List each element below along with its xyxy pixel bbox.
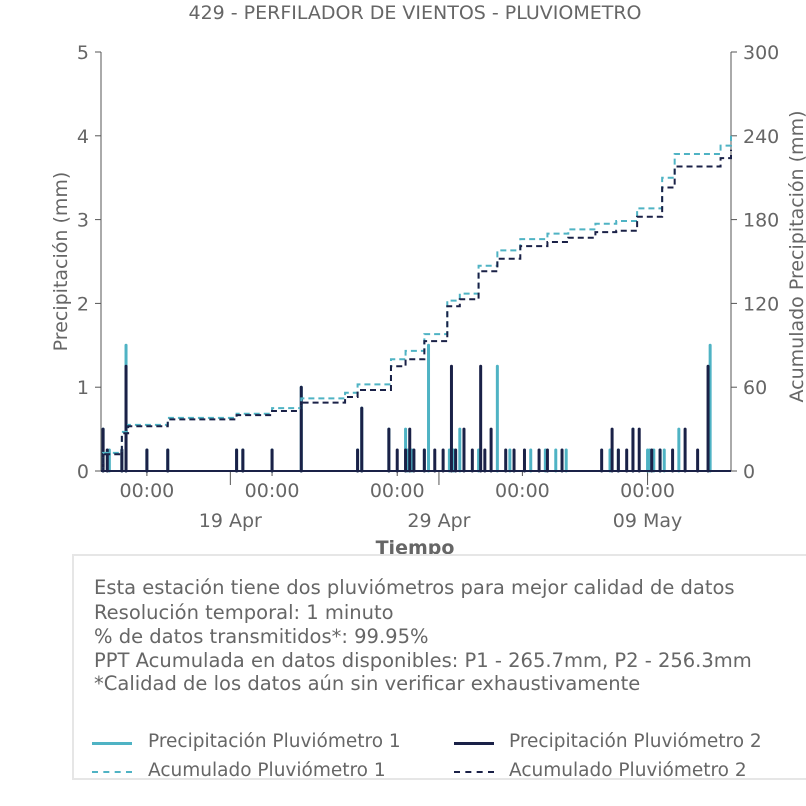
legend-label-a2: Acumulado Pluviómetro 2 xyxy=(509,760,747,781)
right-y-tick-label: 180 xyxy=(743,210,779,232)
legend-swatch-a2 xyxy=(454,771,494,773)
left-y-tick-label: 2 xyxy=(77,293,89,315)
chart-title: 429 - PERFILADOR DE VIENTOS - PLUVIOMETR… xyxy=(188,2,642,24)
left-y-tick-label: 5 xyxy=(77,42,89,64)
right-y-tick-label: 120 xyxy=(743,293,779,315)
chart-area: 0 1 2 3 4 5 0 60 120 180 240 300 Precipitación (mm) A… xyxy=(50,42,806,559)
legend-swatch-a1 xyxy=(92,771,132,773)
legend-label-p2: Precipitación Pluviómetro 2 xyxy=(509,731,762,752)
legend-swatch-p2 xyxy=(454,742,494,745)
x-major-tick-label: 29 Apr xyxy=(407,510,470,532)
right-y-tick-label: 300 xyxy=(743,42,779,64)
x-major-tick-label: 19 Apr xyxy=(199,510,262,532)
left-y-tick-label: 3 xyxy=(77,210,89,232)
left-y-axis-label: Precipitación (mm) xyxy=(50,172,72,352)
info-line-resolution: Resolución temporal: 1 minuto xyxy=(94,601,394,624)
cumulative-line xyxy=(101,135,732,472)
cumulative-line xyxy=(101,149,732,472)
legend-label-p1: Precipitación Pluviómetro 1 xyxy=(148,731,401,752)
right-y-axis-label: Acumulado Precipitación (mm) xyxy=(786,111,806,403)
x-minor-tick-label: 00:00 xyxy=(370,480,425,502)
info-line-quality: *Calidad de los datos aún sin verificar … xyxy=(94,672,641,695)
x-minor-tick-label: 00:00 xyxy=(495,480,550,502)
info-box: Esta estación tiene dos pluviómetros par… xyxy=(72,554,806,781)
x-minor-tick-label: 00:00 xyxy=(245,480,300,502)
left-y-tick-label: 4 xyxy=(77,126,89,148)
right-y-tick-label: 240 xyxy=(743,126,779,148)
x-axis-label: Tiempo xyxy=(376,537,455,559)
x-major-tick-label: 09 May xyxy=(613,510,683,532)
x-minor-tick-label: 00:00 xyxy=(120,480,175,502)
info-line-transmitted: % de datos transmitidos*: 99.95% xyxy=(94,625,429,648)
right-y-tick-label: 0 xyxy=(743,461,755,483)
left-y-tick-label: 1 xyxy=(77,377,89,399)
x-minor-tick-label: 00:00 xyxy=(620,480,675,502)
left-y-tick-label: 0 xyxy=(77,461,89,483)
legend-label-a1: Acumulado Pluviómetro 1 xyxy=(148,760,386,781)
legend-swatch-p1 xyxy=(92,742,132,745)
right-y-tick-label: 60 xyxy=(743,377,767,399)
info-line-stations: Esta estación tiene dos pluviómetros par… xyxy=(94,576,735,599)
info-line-accumulated: PPT Acumulada en datos disponibles: P1 -… xyxy=(94,649,752,672)
